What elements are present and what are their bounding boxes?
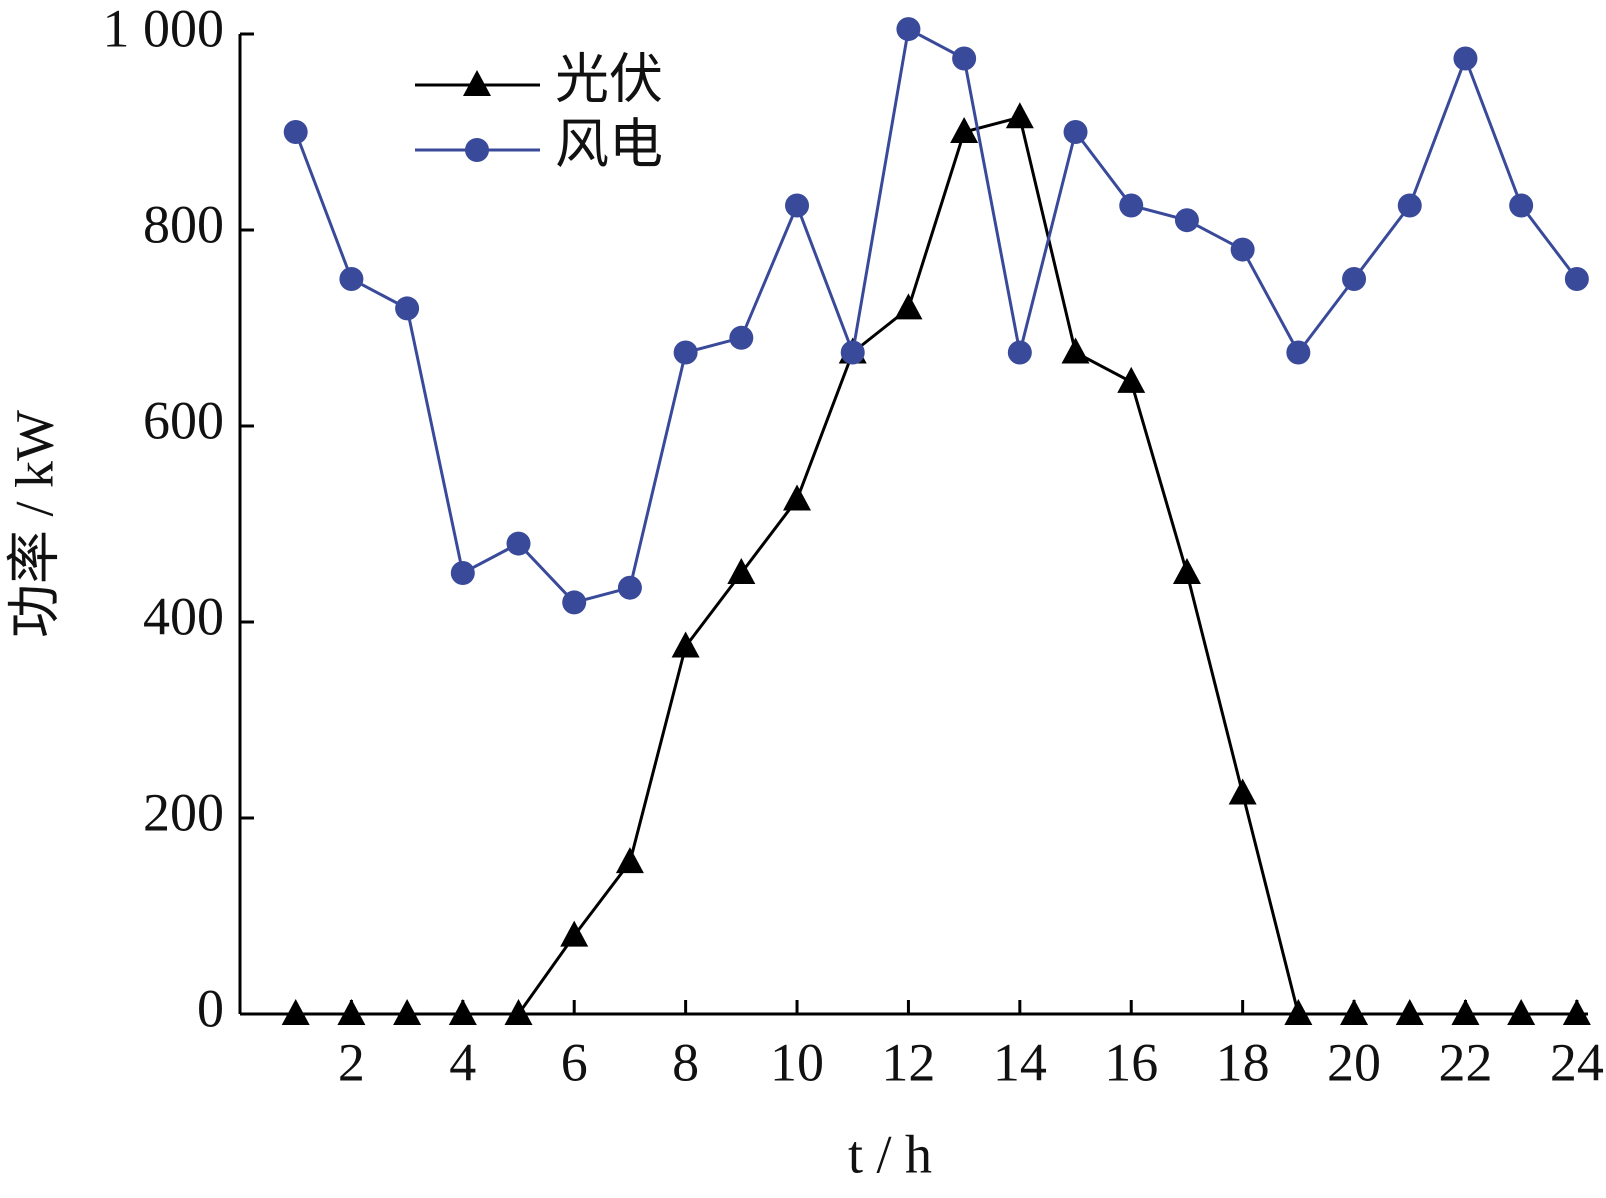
marker [950,117,979,143]
marker [1007,340,1032,365]
marker [783,484,812,511]
marker [1564,267,1589,291]
x-tick-label: 14 [993,1032,1047,1092]
x-tick-label: 18 [1216,1032,1270,1092]
x-tick-label: 20 [1327,1032,1381,1092]
y-tick-label: 1 000 [103,0,225,58]
legend-marker [465,138,489,162]
marker [560,920,589,947]
y-tick-label: 600 [143,390,224,450]
series-line [294,26,1579,605]
marker [671,631,700,658]
y-tick-label: 200 [143,782,224,842]
marker [1119,193,1144,218]
marker [615,847,644,874]
marker [1228,778,1257,805]
marker [562,590,587,615]
marker [339,267,364,291]
marker [896,17,921,42]
marker [1453,46,1478,71]
marker [1174,208,1199,233]
x-tick-label: 22 [1438,1032,1492,1092]
x-tick-label: 24 [1550,1032,1604,1092]
marker [395,296,420,321]
legend-label: 光伏 [555,49,663,109]
y-axis-label: 功率 / kW [4,410,64,638]
marker [1509,193,1534,218]
x-tick-label: 8 [672,1032,699,1092]
marker [673,340,698,365]
marker [1061,337,1090,364]
legend-marker [463,70,491,96]
y-tick-label: 0 [197,978,224,1038]
legend-label: 风电 [555,114,663,174]
marker [283,120,308,144]
marker [1451,999,1480,1025]
marker [785,193,810,218]
marker [393,999,422,1025]
marker [894,293,923,320]
marker [281,999,310,1025]
marker [337,999,366,1025]
x-tick-label: 16 [1104,1032,1158,1092]
marker [617,575,642,600]
marker [1117,366,1146,393]
marker [1284,999,1313,1025]
y-tick-label: 400 [143,586,224,646]
x-tick-label: 10 [770,1032,824,1092]
x-tick-label: 6 [561,1032,588,1092]
marker [1397,193,1422,218]
marker [506,531,531,556]
marker [1395,999,1424,1025]
marker [729,325,754,350]
marker [1340,999,1369,1025]
x-tick-label: 12 [881,1032,935,1092]
marker [1230,237,1255,262]
series-line [295,115,1577,1016]
marker [1286,340,1311,365]
marker [1507,999,1536,1025]
marker [840,340,865,365]
marker [1172,558,1201,584]
marker [450,561,475,585]
x-axis-label: t / h [848,1124,932,1184]
marker [504,999,533,1025]
marker [727,558,756,584]
x-tick-label: 2 [338,1032,365,1092]
marker [1063,120,1088,144]
marker [1005,102,1034,129]
marker [448,999,477,1025]
y-tick-label: 800 [143,194,224,254]
x-tick-label: 4 [449,1032,476,1092]
marker [1342,267,1367,291]
marker [952,46,977,71]
marker [1562,999,1591,1025]
